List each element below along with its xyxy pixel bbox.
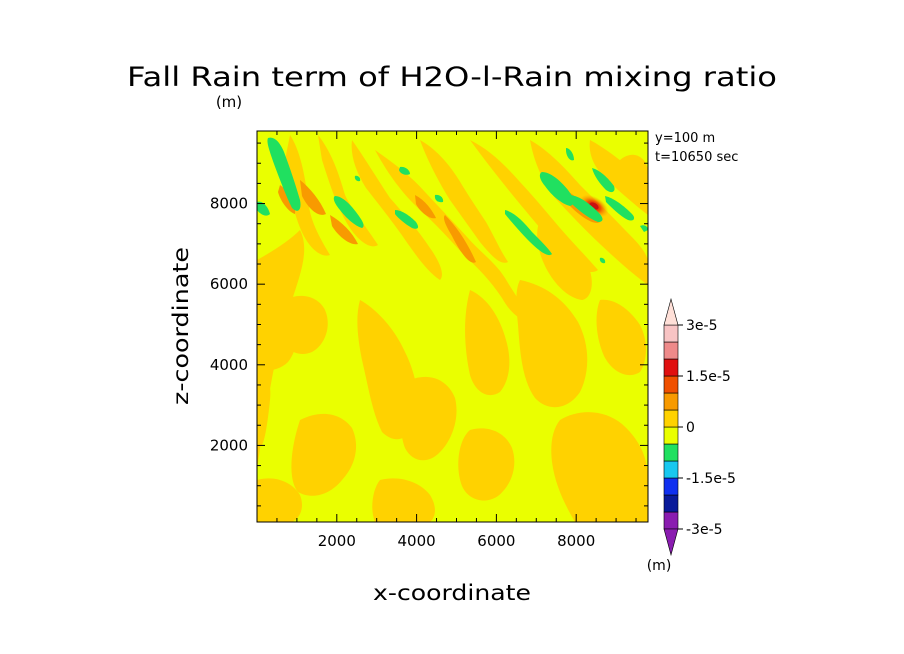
- colorbar-swatch: [663, 409, 679, 428]
- colorbar-swatch: [663, 511, 679, 530]
- colorbar-swatch: [663, 426, 679, 445]
- colorbar-swatch: [663, 477, 679, 496]
- colorbar: 3e-5 1.5e-5 0 -1.5e-5 -3e-5: [663, 297, 736, 557]
- colorbar-label: -3e-5: [686, 522, 723, 538]
- y-tick-label: 8000: [210, 195, 248, 213]
- annotation-y: y=100 m: [655, 131, 715, 146]
- colorbar-label: 0: [686, 420, 695, 436]
- x-tick-label: 4000: [397, 532, 435, 550]
- negative-contour-streaks: [257, 137, 648, 264]
- colorbar-swatch: [663, 460, 679, 479]
- colorbar-swatch: [663, 358, 679, 377]
- colorbar-units: (m): [647, 558, 672, 574]
- x-axis-label: x-coordinate: [373, 581, 531, 605]
- contour-plot-area: [257, 131, 648, 522]
- x-tick-label: 2000: [318, 532, 356, 550]
- y-tick-label: 6000: [210, 275, 248, 293]
- positive-contour-bands: [257, 135, 648, 522]
- plot-frame: [256, 130, 649, 523]
- x-tick-label: 8000: [557, 532, 595, 550]
- colorbar-swatch: [663, 443, 679, 462]
- x-tick-label: 6000: [477, 532, 515, 550]
- colorbar-label: -1.5e-5: [686, 471, 736, 487]
- title-units: (m): [216, 93, 242, 111]
- colorbar-swatch: [663, 324, 679, 343]
- y-tick-label: 2000: [210, 436, 248, 454]
- colorbar-label: 1.5e-5: [686, 369, 731, 385]
- colorbar-top-cap: [663, 297, 679, 326]
- chart-title: Fall Rain term of H2O-l-Rain mixing rati…: [127, 62, 777, 93]
- x-axis-ticks: 2000 4000 6000 8000: [276, 131, 637, 550]
- y-tick-label: 4000: [210, 356, 248, 374]
- colorbar-bottom-cap: [663, 528, 679, 557]
- annotation-t: t=10650 sec: [655, 150, 738, 165]
- colorbar-swatch: [663, 375, 679, 394]
- colorbar-swatch: [663, 392, 679, 411]
- colorbar-swatch: [663, 494, 679, 513]
- y-axis-label: z-coordinate: [169, 247, 193, 405]
- y-axis-ticks: 2000 4000 6000 8000: [210, 142, 648, 507]
- colorbar-swatch: [663, 341, 679, 360]
- colorbar-label: 3e-5: [686, 318, 717, 334]
